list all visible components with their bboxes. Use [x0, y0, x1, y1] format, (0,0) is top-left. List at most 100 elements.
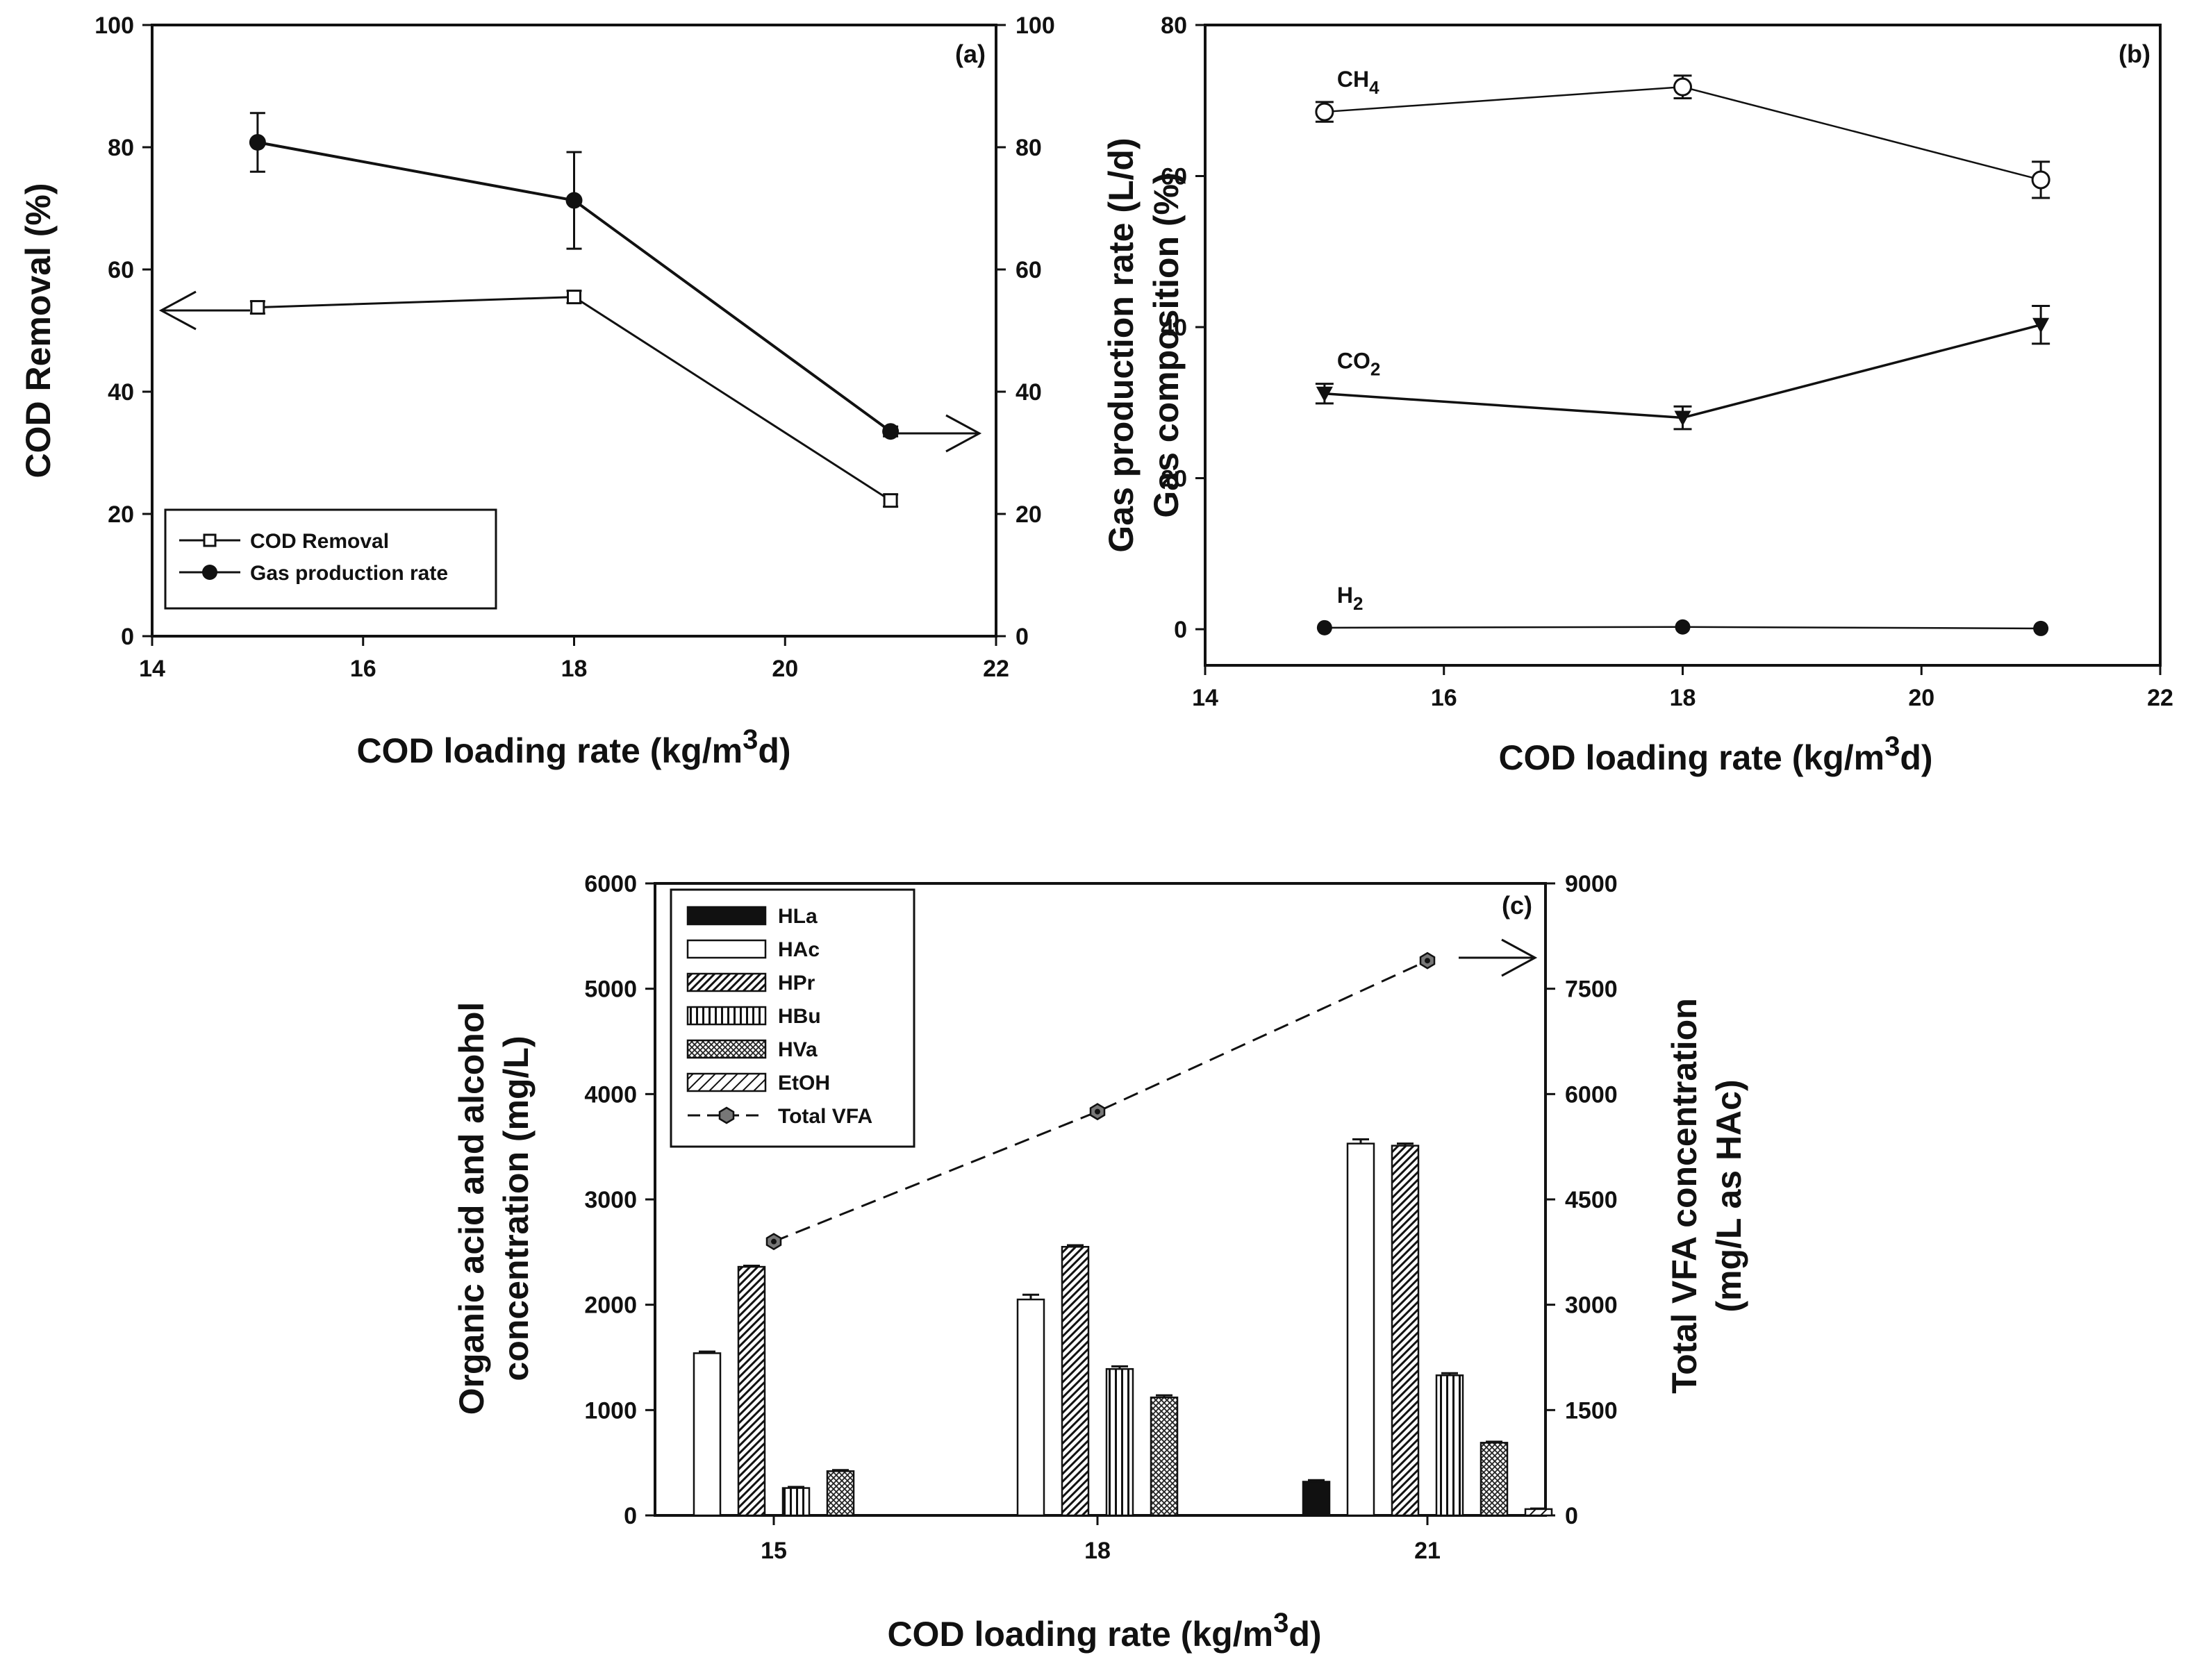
- chart-b-label-co2-sub: 2: [1370, 359, 1380, 380]
- chart-a-y2-tick-label: 20: [1016, 501, 1042, 528]
- chart-a-series-line-cod-removal: [257, 296, 891, 501]
- chart-c-y-tick-label: 4000: [584, 1081, 637, 1108]
- chart-a-x-tick-label: 18: [561, 656, 588, 682]
- chart-b-label-co2: CO2: [1337, 349, 1380, 380]
- chart-a-y-tick-label: 60: [108, 257, 134, 283]
- chart-c-legend-swatch-hla: [686, 906, 767, 926]
- chart-a-x-label-main: COD loading rate (kg/m: [356, 731, 743, 770]
- chart-c-y-axis-label: Organic acid and alcohol: [452, 1002, 491, 1415]
- chart-c-y-tick-label: 3000: [584, 1187, 637, 1213]
- chart-c-y2-tick-label: 9000: [1565, 871, 1618, 897]
- chart-b-x-tick-label: 16: [1431, 685, 1457, 711]
- chart-a-point-cod-removal: [250, 300, 265, 315]
- chart-c-bar-hbu: [781, 1487, 811, 1517]
- chart-a-legend-label-cod: COD Removal: [250, 530, 389, 553]
- chart-b-point-co2: [1674, 410, 1691, 426]
- chart-c-legend-label-hla: HLa: [778, 905, 818, 928]
- chart-c-y-axis-label-line2: concentration (mg/L): [497, 1036, 536, 1381]
- chart-a: (a) 0 20 40 60 80 100 0 20 40 60 80 100 14 16 18 20 22…: [19, 13, 1055, 770]
- chart-b-x-axis-label: COD loading rate (kg/m3d): [1498, 731, 1932, 777]
- chart-b-point-co2: [1316, 386, 1333, 402]
- chart-c-legend-label-etoh: EtOH: [778, 1072, 830, 1095]
- chart-c-legend-swatch-hac: [686, 939, 767, 959]
- chart-c-bar-hbu: [1105, 1367, 1134, 1517]
- chart-c-point-center-total-vfa: [771, 1238, 777, 1245]
- chart-a-y-tick-label: 0: [121, 624, 134, 650]
- chart-b-point-ch4: [2031, 170, 2050, 190]
- chart-c-y-tick-label: 5000: [584, 976, 637, 1003]
- chart-b-label-h2-sub: 2: [1353, 593, 1363, 614]
- chart-b-point-ch4: [1673, 77, 1692, 97]
- chart-b-y-tick-label: 0: [1174, 617, 1187, 643]
- chart-c-y2-tick-label: 7500: [1565, 976, 1618, 1003]
- chart-a-x-tick-label: 16: [350, 656, 376, 682]
- chart-b-x-tick-label: 20: [1908, 685, 1934, 711]
- chart-a-legend-marker-cod: [203, 533, 217, 547]
- chart-c-x-label-end: d): [1288, 1615, 1321, 1654]
- chart-a-x-label-end: d): [758, 731, 790, 770]
- chart-a-arrow-left: [158, 290, 250, 331]
- chart-b-x-label-main: COD loading rate (kg/m: [1498, 738, 1884, 777]
- chart-c-x-label-main: COD loading rate (kg/m: [887, 1615, 1273, 1654]
- chart-c-y2-tick-label: 3000: [1565, 1292, 1618, 1319]
- chart-b-point-ch4: [1315, 102, 1334, 122]
- chart-c-point-center-total-vfa: [1425, 958, 1430, 964]
- chart-c-y2-tick-label: 1500: [1565, 1397, 1618, 1424]
- chart-c-legend-label-hva: HVa: [778, 1038, 818, 1061]
- chart-c-x-label-sup: 3: [1273, 1608, 1288, 1638]
- chart-c-x-tick-label: 21: [1414, 1538, 1441, 1564]
- chart-c-y2-tick-label: 4500: [1565, 1187, 1618, 1213]
- chart-a-point-gas-production: [249, 133, 266, 151]
- chart-b-label-ch4-sub: 4: [1369, 77, 1379, 98]
- chart-a-y2-tick-label: 80: [1016, 135, 1042, 161]
- chart-b-point-h2: [2033, 620, 2049, 636]
- chart-a-point-cod-removal: [883, 493, 898, 508]
- chart-a-legend-marker-gas: [202, 565, 217, 580]
- chart-c-legend-swatch-hbu: [686, 1006, 767, 1026]
- chart-c-bar-hva: [826, 1470, 855, 1517]
- chart-a-legend: [164, 508, 497, 610]
- chart-a-x-axis-label: COD loading rate (kg/m3d): [356, 724, 790, 770]
- chart-c-bar-hpr: [737, 1265, 766, 1517]
- chart-a-y-tick-label: 40: [108, 379, 134, 406]
- chart-c-legend-label-hpr: HPr: [778, 972, 815, 995]
- chart-c-legend-swatch-etoh: [686, 1072, 767, 1092]
- chart-a-x-tick-label: 22: [983, 656, 1009, 682]
- chart-c-x-axis-label: COD loading rate (kg/m3d): [887, 1608, 1321, 1654]
- chart-b-label-co2-base: CO: [1337, 349, 1370, 374]
- chart-c-y2-axis-label: Total VFA concentration: [1665, 998, 1704, 1393]
- chart-c-bar-hac: [1016, 1298, 1045, 1517]
- chart-b-x-tick-label: 18: [1670, 685, 1696, 711]
- chart-b-y-tick-label: 40: [1161, 315, 1187, 341]
- chart-a-y2-tick-label: 60: [1016, 257, 1042, 283]
- chart-c-title: (c): [1502, 891, 1532, 920]
- chart-b-label-h2-base: H: [1337, 583, 1353, 608]
- chart-b-x-label-sup: 3: [1884, 731, 1900, 762]
- chart-b-series-line-ch4: [1324, 85, 2041, 181]
- chart-a-x-tick-label: 20: [772, 656, 798, 682]
- chart-c-y-tick-label: 0: [624, 1503, 637, 1529]
- chart-a-y-tick-label: 80: [108, 135, 134, 161]
- chart-a-point-gas-production: [882, 423, 900, 440]
- chart-b-x-tick-label: 22: [2147, 685, 2173, 711]
- chart-c-bar-hac: [1346, 1142, 1375, 1517]
- chart-a-legend-label-gas: Gas production rate: [250, 562, 448, 585]
- chart-c-bar-hla: [1302, 1481, 1331, 1517]
- chart-c-bar-hpr: [1061, 1246, 1090, 1517]
- chart-a-point-gas-production: [565, 192, 583, 209]
- chart-c-point-center-total-vfa: [1095, 1108, 1100, 1115]
- chart-b-series-line-co2: [1324, 324, 2041, 419]
- chart-c: (c) 0 1000 2000 3000 4000 5000 6000 0 1500 3000 4…: [452, 871, 1748, 1654]
- chart-c-series-line-total-vfa: [773, 959, 1428, 1243]
- chart-b-y-tick-label: 60: [1161, 164, 1187, 190]
- chart-a-title: (a): [955, 40, 986, 68]
- chart-c-bar-hbu: [1435, 1374, 1464, 1517]
- chart-c-y2-axis-label-line2: (mg/L as HAc): [1709, 1079, 1748, 1312]
- chart-a-y2-tick-label: 0: [1016, 624, 1029, 650]
- chart-c-y-tick-label: 1000: [584, 1397, 637, 1424]
- chart-b-y-tick-label: 20: [1161, 466, 1187, 492]
- chart-c-legend-label-total-vfa: Total VFA: [778, 1105, 872, 1128]
- chart-b-y-tick-label: 80: [1161, 13, 1187, 39]
